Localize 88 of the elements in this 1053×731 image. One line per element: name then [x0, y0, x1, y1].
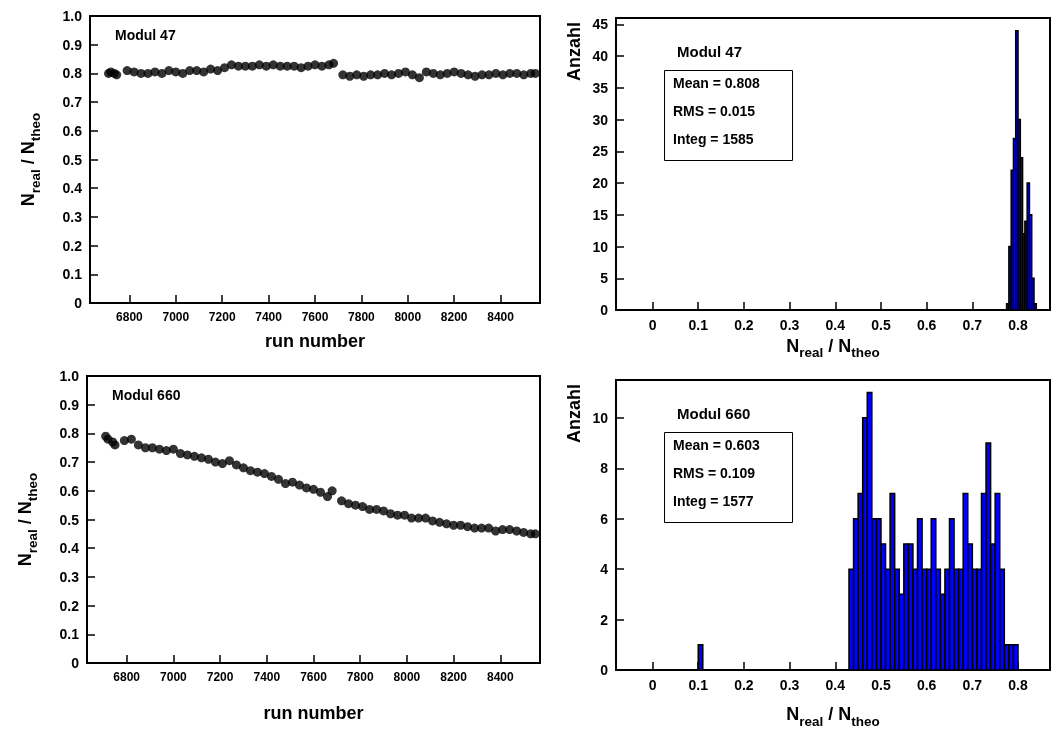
y-tick-label: 0.5: [59, 511, 80, 528]
x-tick-label: 6800: [116, 310, 144, 324]
y-tick-label: 15: [592, 206, 609, 223]
x-tick-label: 7000: [160, 670, 188, 684]
x-axis-title: run number: [263, 703, 364, 723]
y-tick-label: 45: [592, 16, 609, 33]
annotation: Mean = 0.603: [673, 437, 760, 453]
x-tick-label: 0.8: [1008, 677, 1028, 693]
y-tick-label: 20: [592, 175, 609, 192]
y-tick-label: 2: [600, 611, 609, 628]
y-tick-label: 1.0: [59, 368, 80, 384]
y-tick-label: 0.1: [59, 626, 80, 643]
x-tick-label: 8400: [487, 310, 515, 324]
annotation: Modul 47: [677, 43, 743, 60]
x-tick-label: 0.7: [962, 677, 983, 693]
y-axis-title: Nreal / Ntheo: [15, 472, 40, 567]
y-tick-label: 0.6: [62, 122, 83, 139]
y-tick-label: 10: [592, 409, 609, 426]
x-tick-label: 0.6: [916, 317, 937, 333]
y-tick-label: 0.2: [59, 597, 80, 614]
y-tick-label: 0.6: [59, 482, 80, 499]
x-tick-label: 0.6: [916, 677, 937, 693]
y-tick-label: 0.9: [62, 36, 83, 53]
y-axis-title: Anzahl: [564, 384, 584, 444]
x-tick-label: 0.3: [779, 317, 800, 333]
x-tick-label: 8200: [440, 310, 468, 324]
y-tick-label: 0.5: [62, 151, 83, 168]
y-tick-label: 30: [592, 111, 609, 128]
x-tick-label: 0.1: [688, 677, 709, 693]
y-tick-label: 4: [600, 561, 609, 578]
x-tick-label: 7200: [208, 310, 236, 324]
y-tick-label: 10: [592, 238, 609, 255]
y-tick-label: 0.1: [62, 266, 83, 283]
y-tick-label: 1.0: [62, 8, 83, 24]
x-tick-label: 8000: [393, 670, 421, 684]
annotation: RMS = 0.015: [673, 103, 756, 119]
x-tick-label: 0: [648, 677, 657, 693]
x-tick-label: 0: [648, 317, 657, 333]
x-tick-label: 6800: [113, 670, 141, 684]
x-tick-label: 8200: [440, 670, 468, 684]
annotation: Modul 660: [677, 405, 751, 422]
y-tick-label: 0.7: [59, 454, 80, 471]
x-tick-label: 0.4: [825, 677, 846, 693]
x-tick-label: 0.7: [962, 317, 983, 333]
x-tick-label: 0.8: [1008, 317, 1028, 333]
annotation: Modul 660: [112, 387, 181, 403]
x-tick-label: 7000: [162, 310, 190, 324]
y-tick-label: 40: [592, 48, 609, 65]
x-tick-label: 7600: [300, 670, 328, 684]
y-tick-label: 8: [600, 460, 609, 477]
annotation: Integ = 1577: [673, 493, 754, 509]
y-tick-label: 0.4: [62, 180, 83, 197]
x-axis-title: run number: [264, 331, 366, 351]
y-tick-label: 0.8: [62, 65, 83, 82]
y-axis-title: Anzahl: [564, 22, 584, 82]
y-tick-label: 0.8: [59, 425, 80, 442]
y-tick-label: 0.2: [62, 237, 83, 254]
y-tick-label: 0: [74, 295, 83, 311]
x-tick-label: 0.3: [779, 677, 800, 693]
x-tick-label: 7200: [206, 670, 234, 684]
annotation: Mean = 0.808: [673, 75, 760, 91]
x-tick-label: 0.5: [871, 677, 891, 693]
x-tick-label: 7600: [301, 310, 329, 324]
x-tick-label: 0.2: [734, 317, 754, 333]
x-tick-label: 7400: [253, 670, 281, 684]
y-tick-label: 6: [600, 510, 609, 527]
x-tick-label: 0.2: [734, 677, 754, 693]
x-tick-label: 0.4: [825, 317, 846, 333]
y-tick-label: 0.9: [59, 396, 80, 413]
x-tick-label: 0.5: [871, 317, 891, 333]
annotation: RMS = 0.109: [673, 465, 756, 481]
x-tick-label: 8400: [486, 670, 514, 684]
annotation: Modul 47: [115, 27, 176, 43]
y-tick-label: 0.4: [59, 540, 80, 557]
y-tick-label: 0.3: [59, 568, 80, 585]
x-tick-label: 7800: [348, 310, 376, 324]
annotation: Integ = 1585: [673, 131, 754, 147]
y-tick-label: 0.7: [62, 94, 83, 111]
y-tick-label: 0.3: [62, 208, 83, 225]
y-tick-label: 5: [600, 270, 609, 287]
y-tick-label: 35: [592, 79, 609, 96]
x-tick-label: 7400: [255, 310, 283, 324]
x-tick-label: 7800: [346, 670, 374, 684]
y-tick-label: 25: [592, 143, 609, 160]
y-axis-title: Nreal / Ntheo: [18, 112, 43, 207]
y-tick-label: 0: [71, 655, 80, 671]
x-tick-label: 0.1: [688, 317, 709, 333]
x-tick-label: 8000: [394, 310, 422, 324]
